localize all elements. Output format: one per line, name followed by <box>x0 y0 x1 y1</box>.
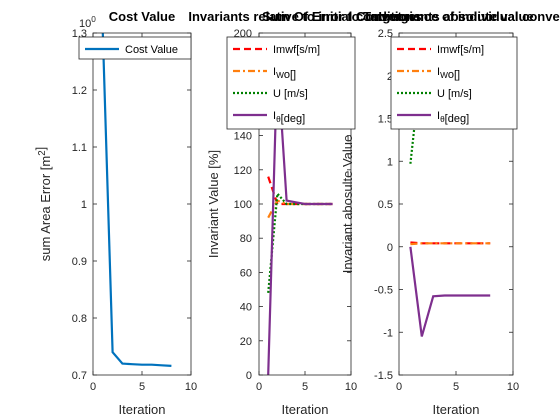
x-axis-label: Iteration <box>119 402 166 417</box>
y-tick-label: 1 <box>81 199 87 211</box>
y-tick-label: 1.2 <box>72 85 87 97</box>
chart-title: Invariants relative to initial condition… <box>188 9 421 24</box>
legend-box <box>78 36 192 60</box>
legend: Cost Value <box>78 36 192 60</box>
x-axis-label: Iteration <box>433 402 480 417</box>
legend: Imwf[s/m] IWo[] U [m/s] Iθ[deg] <box>390 36 518 130</box>
series-line-i-deg <box>409 246 491 337</box>
y-axis-label: Invariant Value [%] <box>206 150 221 258</box>
x-tick-label: 10 <box>345 381 357 393</box>
x-axis-label: Iteration <box>282 402 329 417</box>
y-tick-label: 1.5 <box>378 114 393 126</box>
y-axis-label: sum Area Error [m2] <box>33 147 53 262</box>
legend-label-i-deg: Iθ[deg] <box>273 110 305 125</box>
axes-3: 0 5 10 -1.5 -1 -0.5 0 0.5 1 1.5 2 2.5 Iteration Invar… <box>340 9 534 417</box>
legend-label-u-m-s: U [m/s] <box>437 88 472 100</box>
y-tick-label: 1.1 <box>72 142 87 154</box>
y-tick-label: 60 <box>240 267 252 279</box>
plot-area <box>93 33 191 375</box>
legend-label-imwf-s-m: Imwf[s/m] <box>273 44 320 56</box>
x-tick-label: 0 <box>396 381 402 393</box>
legend-box <box>390 36 518 130</box>
series-line-cost-value <box>101 33 172 367</box>
x-tick-label: 5 <box>302 381 308 393</box>
chart-title: Cost Value <box>109 9 175 24</box>
legend-label-imwf-s-m: Imwf[s/m] <box>437 44 484 56</box>
overlay-title-2: Sum Of Error to Target <box>262 9 403 24</box>
overlay-title-1: Convergence of individual convergence <box>356 9 560 24</box>
axes-2: 0510020406080100120140160180200Iteration… <box>188 9 421 417</box>
y-tick-label: -1.5 <box>374 370 393 382</box>
legend-box <box>226 36 356 130</box>
y-tick-label: 20 <box>240 336 252 348</box>
x-tick-label: 10 <box>185 381 197 393</box>
y-tick-label: 0 <box>387 242 393 254</box>
x-tick-label: 0 <box>90 381 96 393</box>
legend-label-i-wo: IWo[] <box>437 66 460 81</box>
y-tick-label: 0.5 <box>378 199 393 211</box>
y-exponent-label: 100 <box>79 15 96 30</box>
y-tick-label: 120 <box>234 165 252 177</box>
y-tick-label: -1 <box>383 327 393 339</box>
y-axis-label: Invariant abosulte Value <box>340 135 355 274</box>
y-tick-label: 0.7 <box>72 370 87 382</box>
x-tick-label: 10 <box>507 381 519 393</box>
y-tick-label: 40 <box>240 302 252 314</box>
y-tick-label: 100 <box>234 199 252 211</box>
y-tick-label: 80 <box>240 233 252 245</box>
legend: Imwf[s/m] IWo[] U [m/s] Iθ[deg] <box>226 36 356 130</box>
y-tick-label: 0.8 <box>72 313 87 325</box>
x-tick-label: 5 <box>453 381 459 393</box>
y-tick-label: -0.5 <box>374 285 393 297</box>
legend-label-u-m-s: U [m/s] <box>273 88 308 100</box>
y-tick-label: 0.9 <box>72 256 87 268</box>
x-tick-label: 5 <box>139 381 145 393</box>
y-tick-label: 140 <box>234 131 252 143</box>
x-tick-label: 0 <box>256 381 262 393</box>
legend-label-i-deg: Iθ[deg] <box>437 110 469 125</box>
legend-label-i-wo: IWo[] <box>273 66 296 81</box>
y-tick-label: 0 <box>246 370 252 382</box>
chart-title: Invariants absolute value <box>378 9 533 24</box>
y-tick-label: 2 <box>387 71 393 83</box>
y-tick-label: 2.5 <box>378 28 393 40</box>
legend-label-cost-value: Cost Value <box>125 44 178 56</box>
series-line-i-wo <box>410 242 491 246</box>
series-line-imwf-s-m <box>410 241 491 245</box>
y-tick-label: 1 <box>387 156 393 168</box>
